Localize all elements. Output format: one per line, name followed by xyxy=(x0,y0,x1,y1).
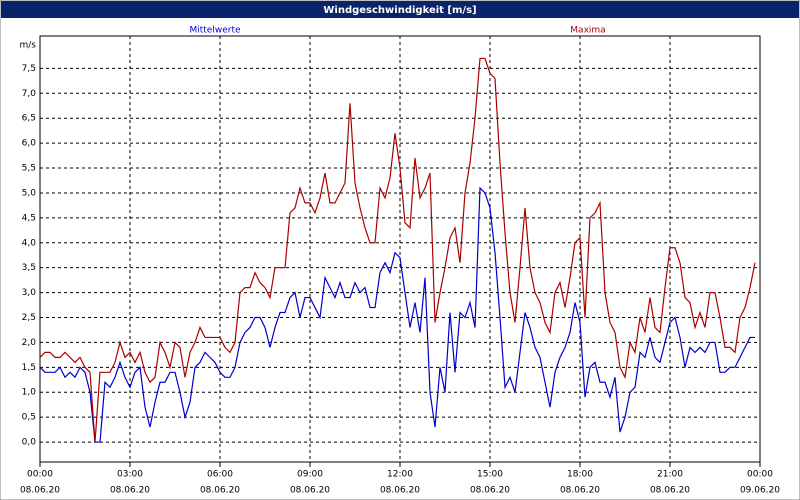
y-tick-label: 5,0 xyxy=(22,188,37,198)
x-tick-sublabel: 09.06.20 xyxy=(740,486,780,496)
y-tick-label: 4,0 xyxy=(22,238,37,248)
series-line xyxy=(39,57,756,443)
y-tick-label: 2,0 xyxy=(22,338,37,348)
y-tick-label: 1,0 xyxy=(22,388,37,398)
x-tick-label: 12:00 xyxy=(387,470,413,480)
x-tick-label: 06:00 xyxy=(207,470,233,480)
x-tick-sublabel: 08.06.20 xyxy=(20,486,60,496)
x-tick-label: 03:00 xyxy=(117,470,143,480)
x-tick-sublabel: 08.06.20 xyxy=(200,486,240,496)
x-tick-sublabel: 08.06.20 xyxy=(110,486,150,496)
x-tick-label: 00:00 xyxy=(747,470,773,480)
y-tick-label: 2,5 xyxy=(22,313,36,323)
title-bar xyxy=(1,1,799,18)
y-tick-label: 7,5 xyxy=(22,64,36,74)
y-tick-label: 0,5 xyxy=(22,413,36,423)
x-tick-sublabel: 08.06.20 xyxy=(290,486,330,496)
x-tick-label: 09:00 xyxy=(297,470,323,480)
x-tick-label: 21:00 xyxy=(657,470,683,480)
x-tick-label: 18:00 xyxy=(567,470,593,480)
y-tick-label: 0,0 xyxy=(22,438,37,448)
y-tick-label: 3,5 xyxy=(22,263,36,273)
chart-title: Windgeschwindigkeit [m/s] xyxy=(323,5,476,16)
legend-label: Maxima xyxy=(570,26,605,36)
y-axis-label: m/s xyxy=(20,41,37,51)
y-tick-label: 6,5 xyxy=(22,114,36,124)
y-tick-label: 3,0 xyxy=(22,288,37,298)
y-tick-label: 6,0 xyxy=(22,139,37,149)
x-tick-sublabel: 08.06.20 xyxy=(470,486,510,496)
x-tick-sublabel: 08.06.20 xyxy=(380,486,420,496)
y-tick-label: 5,5 xyxy=(22,164,36,174)
y-tick-label: 1,5 xyxy=(22,363,36,373)
x-tick-label: 15:00 xyxy=(477,470,503,480)
x-tick-sublabel: 08.06.20 xyxy=(560,486,600,496)
x-tick-label: 00:00 xyxy=(27,470,53,480)
x-tick-sublabel: 08.06.20 xyxy=(650,486,690,496)
y-tick-label: 7,0 xyxy=(22,89,37,99)
y-tick-label: 4,5 xyxy=(22,213,36,223)
legend-label: Mittelwerte xyxy=(189,26,240,36)
series-line xyxy=(39,186,755,443)
